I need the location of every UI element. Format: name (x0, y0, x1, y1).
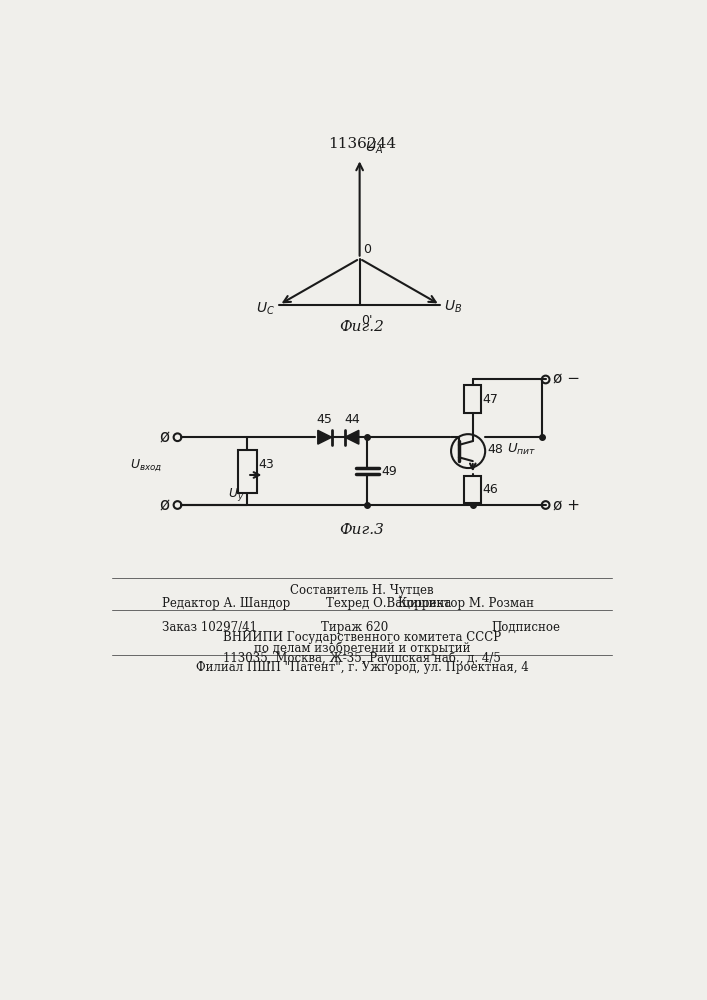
Text: Филиал ПШП "Патент", г. Ужгород, ул. Проектная, 4: Филиал ПШП "Патент", г. Ужгород, ул. Про… (196, 661, 528, 674)
Text: ø −: ø − (553, 372, 580, 387)
Text: по делам изобретений и открытий: по делам изобретений и открытий (254, 641, 470, 655)
Text: ВНИИПИ Государственного комитета СССР: ВНИИПИ Государственного комитета СССР (223, 631, 501, 644)
Text: 0': 0' (361, 314, 373, 327)
Text: $U_B$: $U_B$ (444, 299, 462, 315)
Text: Редактор А. Шандор: Редактор А. Шандор (162, 597, 291, 610)
Text: $U_{пит}$: $U_{пит}$ (507, 442, 537, 457)
Text: 47: 47 (483, 393, 498, 406)
Bar (238, 450, 257, 493)
Text: 43: 43 (258, 458, 274, 471)
Text: Составитель Н. Чутцев: Составитель Н. Чутцев (290, 584, 434, 597)
Text: Заказ 10297/41: Заказ 10297/41 (162, 620, 257, 634)
Text: ø: ø (160, 496, 170, 514)
Text: $U_y$: $U_y$ (228, 486, 245, 503)
Text: Фиг.2: Фиг.2 (339, 320, 385, 334)
Text: $U_A$: $U_A$ (365, 140, 383, 156)
Text: ø +: ø + (553, 497, 580, 512)
Text: Фиг.3: Фиг.3 (339, 523, 385, 537)
Text: 46: 46 (483, 483, 498, 496)
Text: 44: 44 (344, 413, 360, 426)
Text: $U_C$: $U_C$ (256, 300, 275, 317)
Polygon shape (317, 430, 332, 444)
Text: Техред О.Вацишина: Техред О.Вацишина (327, 597, 452, 610)
Polygon shape (345, 430, 359, 444)
Bar (464, 385, 481, 413)
Text: Тираж 620: Тираж 620 (321, 620, 388, 634)
Text: 49: 49 (381, 465, 397, 478)
Text: 1136244: 1136244 (328, 137, 396, 151)
Text: 45: 45 (317, 413, 333, 426)
Text: $U_{вход}$: $U_{вход}$ (130, 457, 163, 473)
Text: 48: 48 (488, 443, 503, 456)
Text: Корректор М. Розман: Корректор М. Розман (398, 597, 534, 610)
Text: 0: 0 (363, 243, 371, 256)
Text: ø: ø (160, 428, 170, 446)
Text: 113035, Москва, Ж-35, Раушская наб., д. 4/5: 113035, Москва, Ж-35, Раушская наб., д. … (223, 651, 501, 665)
Text: Подписное: Подписное (491, 620, 561, 634)
Bar (464, 476, 481, 503)
